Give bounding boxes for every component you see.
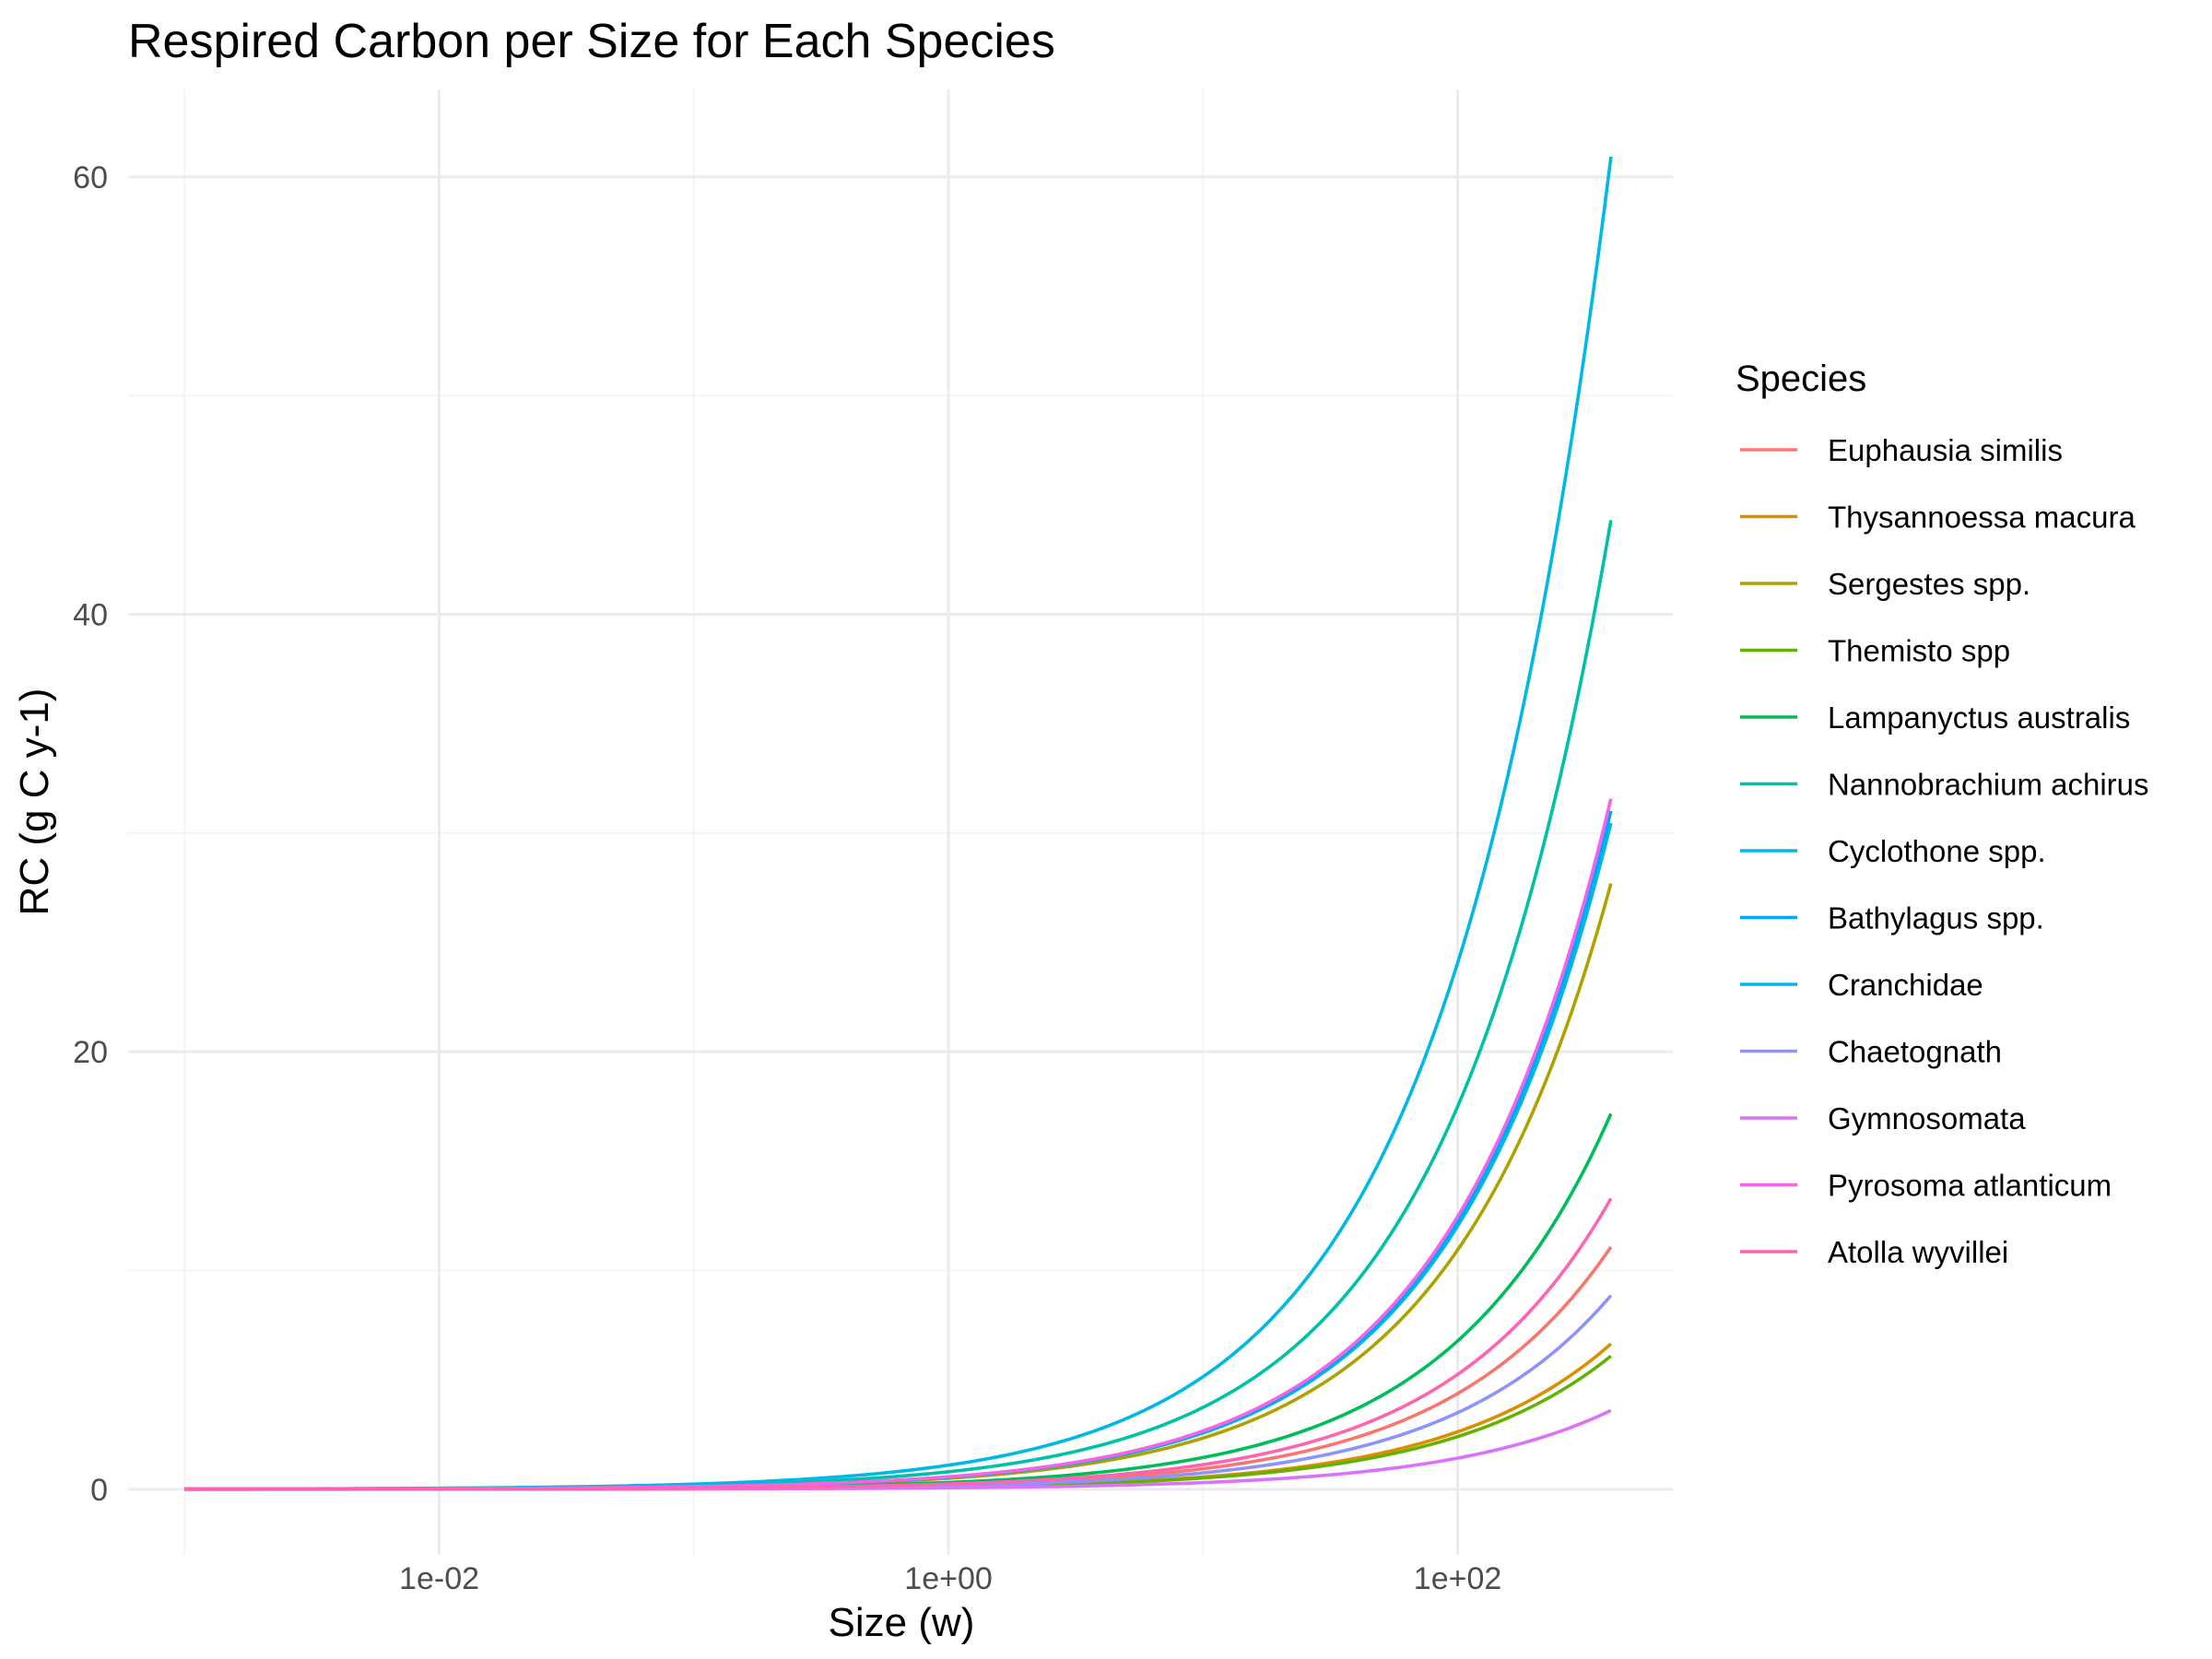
y-tick-label: 60 <box>73 160 108 195</box>
series-line <box>184 156 1613 1491</box>
legend-item: Pyrosoma atlanticum <box>1740 1169 2112 1203</box>
legend-label: Cranchidae <box>1828 968 1983 1002</box>
x-tick-label: 1e-02 <box>399 1561 479 1596</box>
x-tick-label: 1e+02 <box>1414 1561 1502 1596</box>
legend-label: Nannobrachium achirus <box>1828 768 2149 802</box>
legend-item: Cyclothone spp. <box>1740 834 2046 868</box>
x-tick-label: 1e+00 <box>904 1561 993 1596</box>
legend-item: Themisto spp <box>1740 634 2010 668</box>
series-line <box>184 822 1613 1491</box>
legend-item: Euphausia similis <box>1740 433 2063 467</box>
legend-item: Chaetognath <box>1740 1035 2002 1069</box>
y-tick-label: 20 <box>73 1035 108 1070</box>
legend-item: Thysannoessa macura <box>1740 500 2136 535</box>
legend-item: Atolla wyvillei <box>1740 1235 2008 1269</box>
legend-label: Bathylagus spp. <box>1828 901 2044 935</box>
y-tick-label: 40 <box>73 598 108 633</box>
legend-item: Lampanyctus australis <box>1740 700 2130 735</box>
legend-label: Sergestes spp. <box>1828 567 2030 601</box>
chart-title: Respired Carbon per Size for Each Specie… <box>128 15 1055 68</box>
legend-label: Atolla wyvillei <box>1828 1235 2008 1269</box>
x-axis-ticks: 1e-02 1e+00 1e+02 <box>399 1561 1501 1596</box>
y-axis-ticks: 0 20 40 60 <box>73 160 108 1508</box>
series-line <box>184 1197 1613 1491</box>
legend-label: Thysannoessa macura <box>1828 500 2136 535</box>
series-line <box>184 883 1613 1491</box>
legend-label: Lampanyctus australis <box>1828 700 2130 735</box>
legend-title: Species <box>1735 359 1866 399</box>
y-axis-title: RC (g C y-1) <box>12 688 57 916</box>
legend-item: Sergestes spp. <box>1740 567 2030 601</box>
legend: Species Euphausia similis Thysannoessa ma… <box>1735 359 2149 1269</box>
series-line <box>184 520 1613 1491</box>
x-axis-title: Size (w) <box>829 1600 975 1645</box>
legend-item: Bathylagus spp. <box>1740 901 2044 935</box>
legend-label: Themisto spp <box>1828 634 2010 668</box>
legend-label: Cyclothone spp. <box>1828 834 2046 868</box>
y-tick-label: 0 <box>90 1473 108 1508</box>
legend-item: Nannobrachium achirus <box>1740 768 2149 802</box>
plot-grid <box>128 89 1673 1555</box>
legend-label: Pyrosoma atlanticum <box>1828 1169 2112 1203</box>
legend-label: Euphausia similis <box>1828 433 2063 467</box>
plot-series <box>184 156 1613 1491</box>
legend-item: Cranchidae <box>1740 968 1983 1002</box>
legend-label: Chaetognath <box>1828 1035 2002 1069</box>
legend-label: Gymnosomata <box>1828 1101 2026 1135</box>
legend-item: Gymnosomata <box>1740 1101 2026 1135</box>
